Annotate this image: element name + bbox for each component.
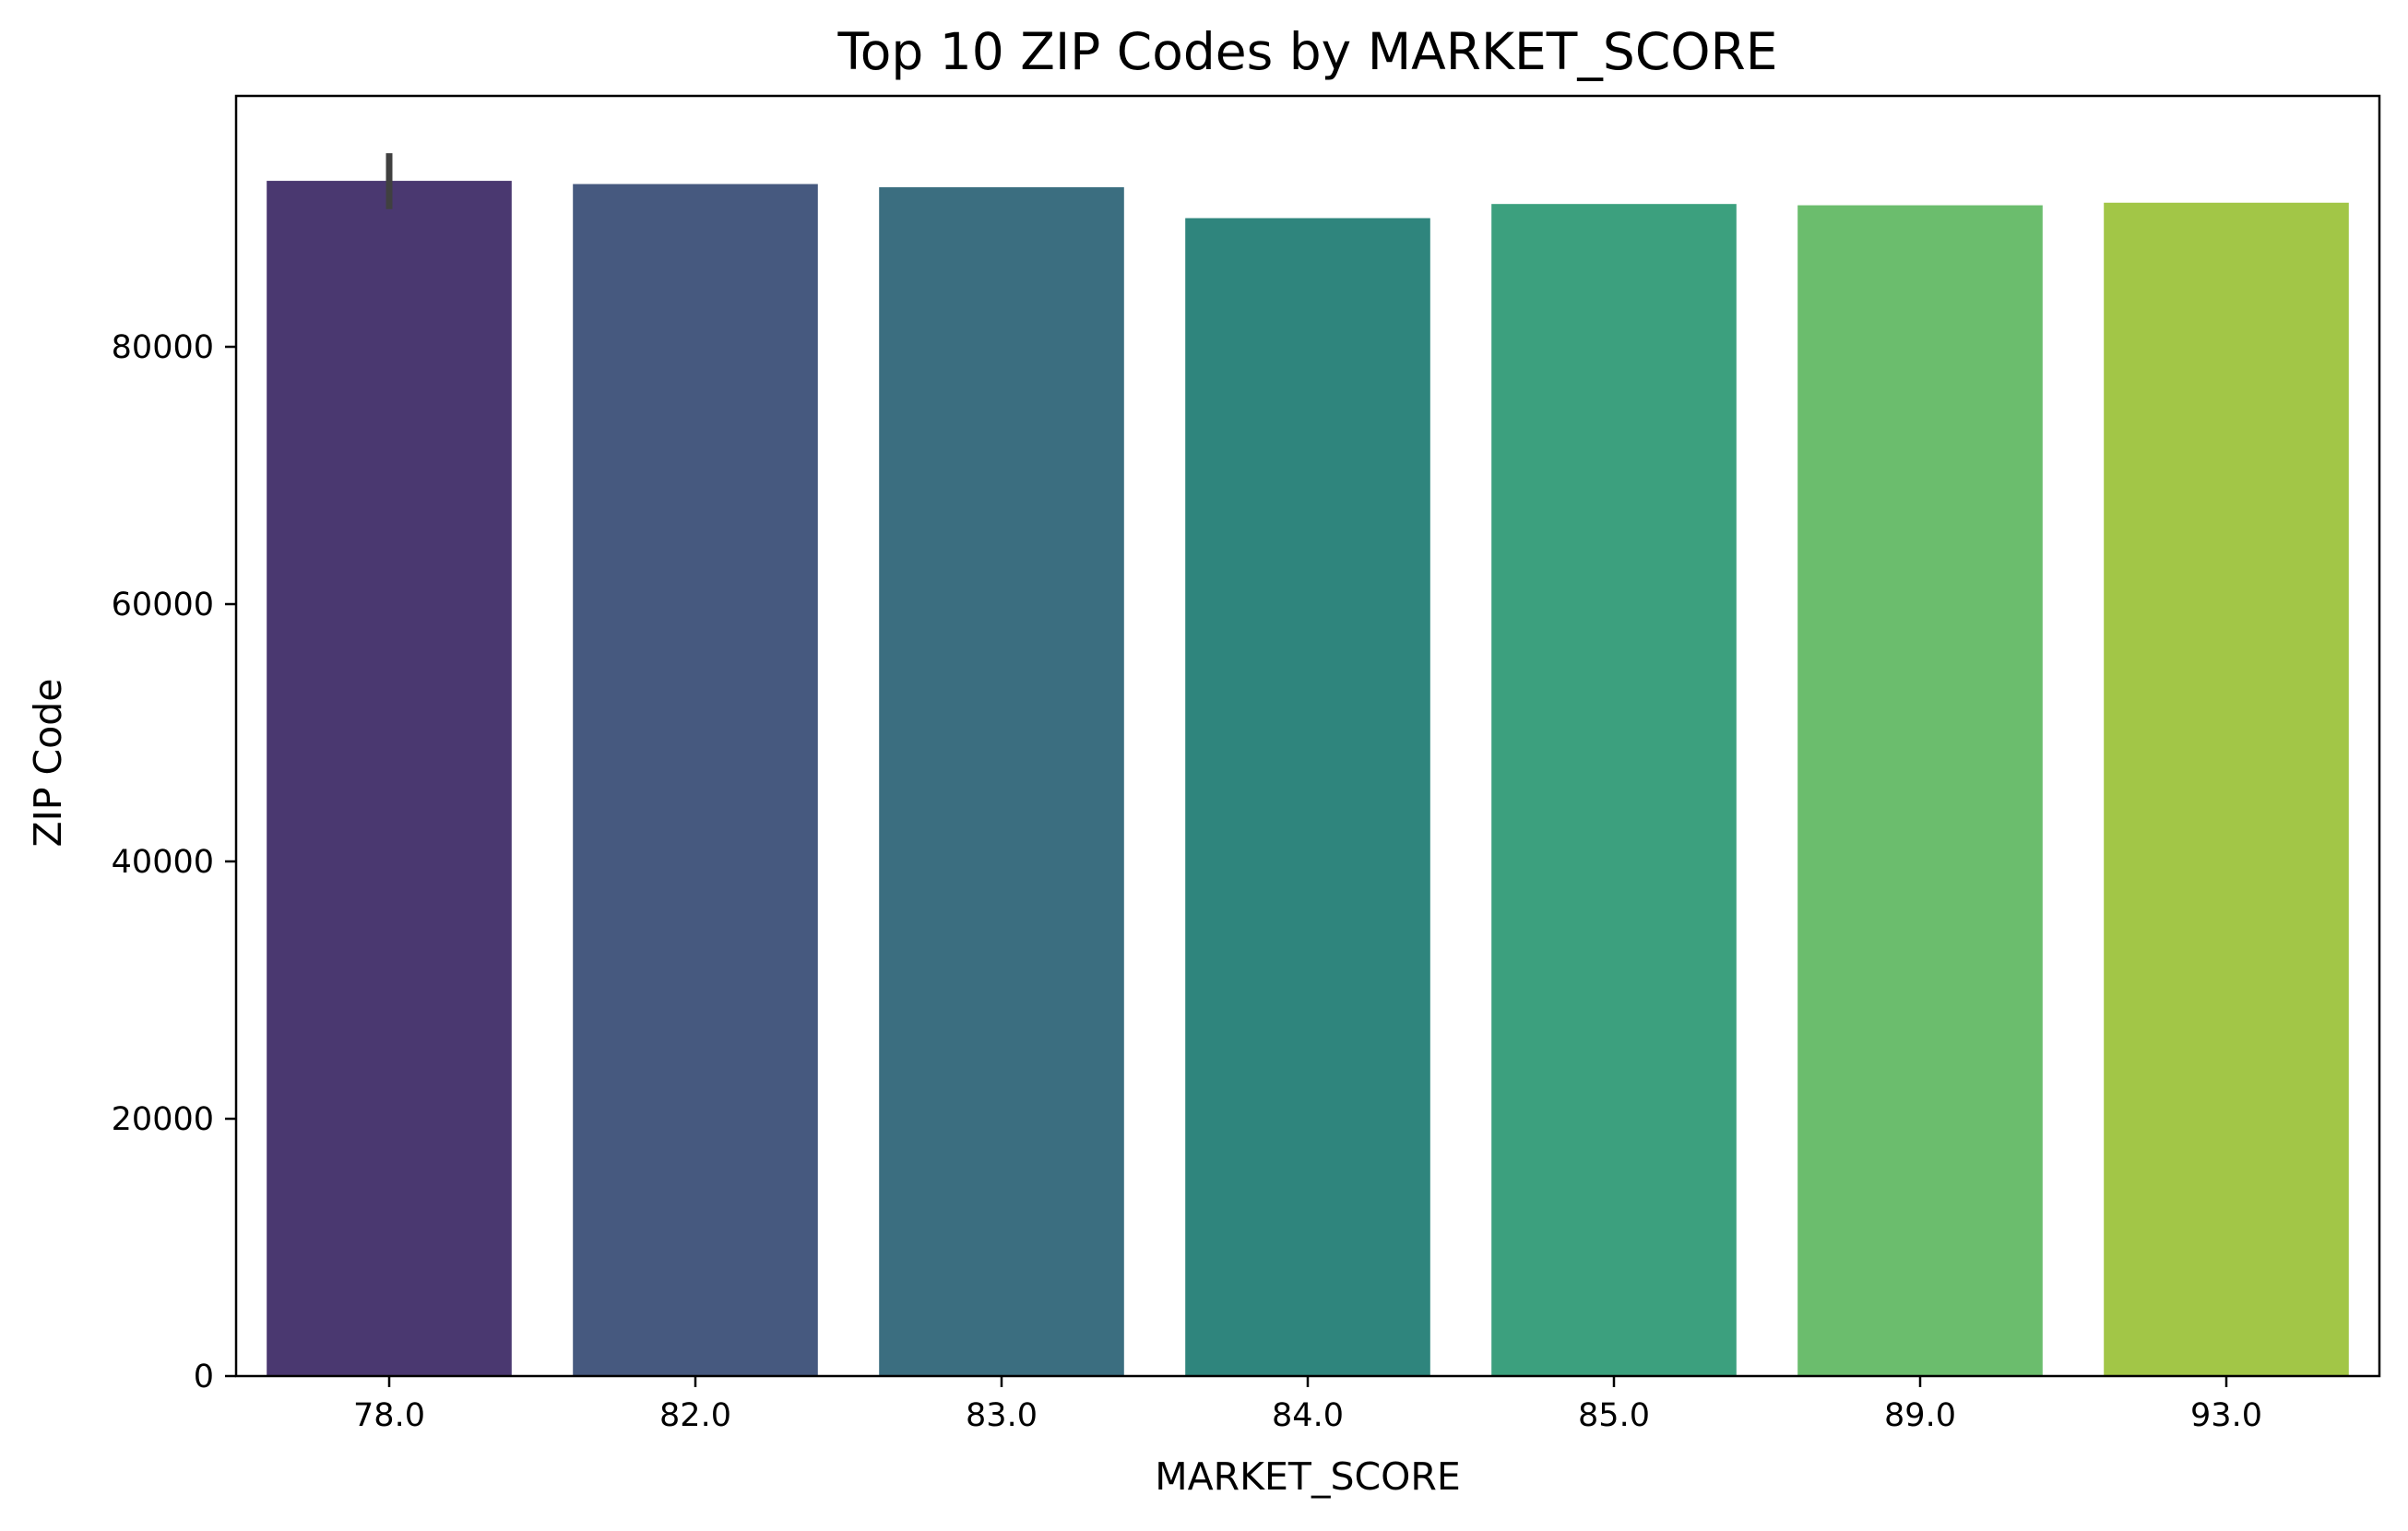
y-tick-label: 60000 bbox=[112, 587, 214, 623]
y-tick-label: 0 bbox=[194, 1359, 214, 1395]
bar-83-0 bbox=[879, 187, 1124, 1376]
y-tick-label: 80000 bbox=[112, 329, 214, 366]
y-tick-label: 20000 bbox=[112, 1101, 214, 1138]
bar-93-0 bbox=[2104, 202, 2349, 1376]
x-tick-label: 85.0 bbox=[1578, 1397, 1650, 1434]
x-tick-label: 83.0 bbox=[966, 1397, 1038, 1434]
bar-78-0 bbox=[267, 181, 512, 1376]
bar-89-0 bbox=[1797, 205, 2043, 1376]
x-tick-label: 78.0 bbox=[353, 1397, 425, 1434]
chart-title: Top 10 ZIP Codes by MARKET_SCORE bbox=[837, 22, 1778, 81]
x-tick-label: 93.0 bbox=[2190, 1397, 2262, 1434]
x-tick-label: 89.0 bbox=[1884, 1397, 1956, 1434]
y-tick-label: 40000 bbox=[112, 844, 214, 881]
bar-82-0 bbox=[573, 184, 818, 1376]
bar-85-0 bbox=[1491, 204, 1737, 1377]
x-axis-label: MARKET_SCORE bbox=[1155, 1454, 1461, 1499]
x-tick-label: 84.0 bbox=[1272, 1397, 1344, 1434]
x-tick-label: 82.0 bbox=[659, 1397, 731, 1434]
plot-area: 0 20000 40000 60000 80000 78.0 82.0 83.0 84.0 85.… bbox=[112, 94, 2381, 1434]
y-axis-label: ZIP Code bbox=[26, 679, 70, 848]
bar-84-0 bbox=[1185, 218, 1430, 1376]
